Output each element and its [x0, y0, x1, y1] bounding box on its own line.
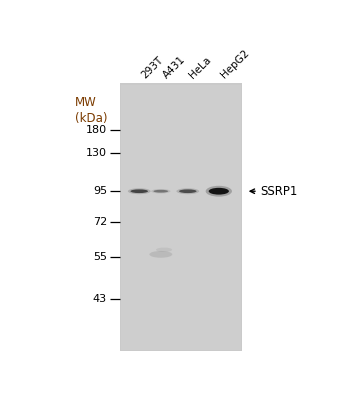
Text: MW
(kDa): MW (kDa) — [74, 96, 107, 125]
Text: 293T: 293T — [139, 55, 165, 80]
Text: 55: 55 — [93, 252, 107, 262]
Ellipse shape — [176, 188, 199, 194]
Text: 72: 72 — [93, 217, 107, 227]
Text: A431: A431 — [161, 54, 187, 80]
Bar — [121, 85, 241, 350]
Text: 43: 43 — [93, 294, 107, 304]
Ellipse shape — [206, 186, 232, 197]
Ellipse shape — [128, 188, 151, 194]
Ellipse shape — [156, 248, 172, 252]
Text: 180: 180 — [86, 125, 107, 135]
Text: HeLa: HeLa — [188, 55, 213, 80]
Text: SSRP1: SSRP1 — [261, 185, 298, 198]
Ellipse shape — [130, 189, 148, 193]
Ellipse shape — [209, 188, 229, 195]
Bar — [120, 84, 242, 351]
Text: 130: 130 — [86, 148, 107, 158]
Ellipse shape — [151, 189, 171, 194]
Ellipse shape — [153, 190, 168, 193]
Ellipse shape — [149, 251, 172, 258]
Text: 95: 95 — [93, 186, 107, 196]
Text: HepG2: HepG2 — [219, 48, 251, 80]
Ellipse shape — [179, 189, 197, 193]
